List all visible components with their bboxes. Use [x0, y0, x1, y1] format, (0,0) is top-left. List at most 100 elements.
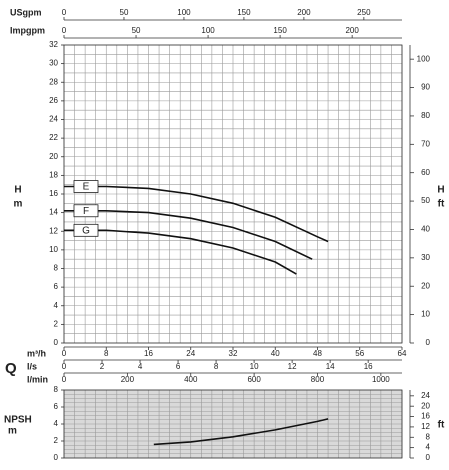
x-tick-label: 0 [62, 375, 67, 384]
x-tick-label: 600 [247, 375, 261, 384]
y2-tick-label: 12 [421, 422, 430, 431]
curve-label: E [83, 182, 90, 193]
y-tick-label: 6 [54, 402, 59, 411]
curve [64, 210, 313, 260]
y-tick-label: 32 [49, 40, 58, 49]
x-tick-label: 16 [144, 349, 153, 358]
y-tick-label: 8 [54, 264, 59, 273]
y-tick-label: 0 [54, 338, 59, 347]
y2-tick-label: 60 [421, 168, 430, 177]
y2-tick-label: 20 [421, 401, 430, 410]
x-tick-label: 100 [201, 26, 215, 35]
curve-label: F [83, 206, 89, 217]
x-tick-label: 150 [237, 8, 251, 17]
x-tick-label: 50 [132, 26, 141, 35]
y-tick-label: 26 [49, 96, 58, 105]
y2-tick-label: 90 [421, 83, 430, 92]
x-tick-label: 200 [121, 375, 135, 384]
plot-frame [63, 389, 403, 459]
x-tick-label: 1000 [372, 375, 390, 384]
y-tick-label: 22 [49, 133, 58, 142]
x-tick-label: 0 [62, 8, 67, 17]
y2-tick-label: 50 [421, 196, 430, 205]
y2-tick-label: 40 [421, 225, 430, 234]
x-tick-label: 10 [250, 362, 259, 371]
y-tick-label: 4 [54, 419, 59, 428]
y2-tick-label: 30 [421, 253, 430, 262]
x-tick-label: 2 [100, 362, 105, 371]
x-tick-label: 16 [364, 362, 373, 371]
y2-tick-label: 20 [421, 281, 430, 290]
y-tick-label: 18 [49, 170, 58, 179]
x-tick-label: 200 [345, 26, 359, 35]
x-tick-label: 0 [62, 362, 67, 371]
y-tick-label: 30 [49, 59, 58, 68]
y-unit: m [14, 199, 23, 210]
x-tick-label: 8 [214, 362, 219, 371]
y2-tick-label: 0 [426, 453, 431, 462]
curve [64, 185, 329, 243]
y2-tick-label: 8 [426, 432, 431, 441]
x-tick-label: 400 [184, 375, 198, 384]
curve-label: G [82, 225, 90, 236]
x-tick-label: 800 [311, 375, 325, 384]
plot-frame [63, 44, 403, 344]
x-tick-label: 0 [62, 349, 67, 358]
npsh-y2-unit: ft [438, 420, 445, 431]
x-axis-label: l/s [27, 361, 37, 371]
y2-unit: ft [438, 199, 445, 210]
x-axis-label: USgpm [10, 7, 42, 17]
y-tick-label: 24 [49, 115, 58, 124]
curve-label-box [73, 180, 99, 193]
y2-tick-label: 0 [426, 338, 431, 347]
y2-tick-label: 100 [417, 54, 431, 63]
x-tick-label: 48 [313, 349, 322, 358]
y2-tick-label: 80 [421, 111, 430, 120]
y-tick-label: 6 [54, 282, 59, 291]
x-tick-label: 100 [177, 8, 191, 17]
y2-tick-label: 10 [421, 310, 430, 319]
x-axis-label: l/min [27, 374, 48, 384]
x-label: Q [5, 360, 17, 377]
y-tick-label: 10 [49, 245, 58, 254]
x-tick-label: 12 [288, 362, 297, 371]
x-axis-label: Impgpm [10, 25, 45, 35]
x-tick-label: 250 [357, 8, 371, 17]
x-tick-label: 8 [104, 349, 109, 358]
x-tick-label: 6 [176, 362, 181, 371]
y-tick-label: 14 [49, 208, 58, 217]
curve [153, 418, 329, 446]
x-tick-label: 32 [229, 349, 238, 358]
y2-tick-label: 24 [421, 391, 430, 400]
x-axis-label: m³/h [27, 348, 46, 358]
y2-tick-label: 70 [421, 139, 430, 148]
x-tick-label: 50 [120, 8, 129, 17]
y-tick-label: 2 [54, 319, 59, 328]
x-tick-label: 4 [138, 362, 143, 371]
y2-tick-label: 4 [426, 443, 431, 452]
y-tick-label: 8 [54, 385, 59, 394]
curve-label-box [73, 204, 99, 218]
y-tick-label: 2 [54, 436, 59, 445]
npsh-unit: m [8, 426, 17, 437]
y-tick-label: 28 [49, 77, 58, 86]
y-tick-label: 4 [54, 301, 59, 310]
x-tick-label: 200 [297, 8, 311, 17]
y-tick-label: 12 [49, 226, 58, 235]
y-tick-label: 20 [49, 152, 58, 161]
y2-label: H [437, 185, 444, 196]
x-tick-label: 24 [186, 349, 195, 358]
x-tick-label: 0 [62, 26, 67, 35]
x-tick-label: 40 [271, 349, 280, 358]
npsh-label: NPSH [4, 415, 32, 426]
y-tick-label: 16 [49, 189, 58, 198]
x-tick-label: 56 [355, 349, 364, 358]
curve-label-box [73, 223, 99, 237]
x-tick-label: 64 [398, 349, 407, 358]
curve [64, 229, 297, 275]
y-label: H [14, 185, 21, 196]
x-tick-label: 14 [326, 362, 335, 371]
y-tick-label: 0 [54, 453, 59, 462]
y2-tick-label: 16 [421, 412, 430, 421]
